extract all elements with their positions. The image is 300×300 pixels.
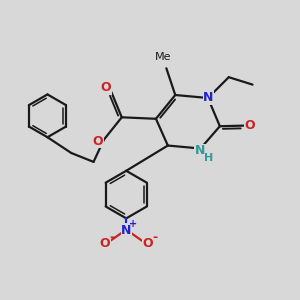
Text: Me: Me [155,52,172,62]
Text: N: N [195,144,205,158]
Text: N: N [121,224,132,237]
Text: O: O [101,81,111,94]
Text: N: N [203,91,214,104]
Text: O: O [93,135,103,148]
Text: +: + [129,219,137,229]
Text: O: O [244,119,255,132]
Text: -: - [110,232,115,244]
Text: O: O [142,237,153,250]
Text: -: - [152,232,157,244]
Text: H: H [204,153,214,163]
Text: O: O [100,237,110,250]
